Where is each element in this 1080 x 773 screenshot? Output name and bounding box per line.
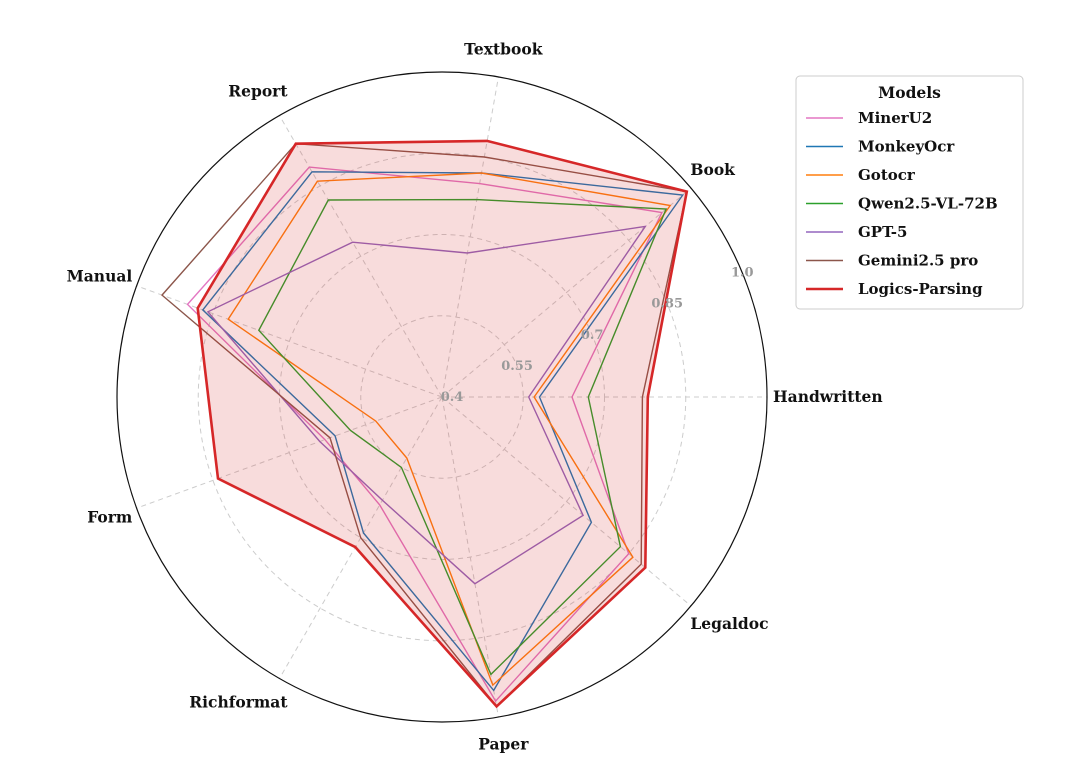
- legend-label-logics-parsing: Logics-Parsing: [858, 280, 983, 298]
- axis-label-richformat: Richformat: [189, 693, 288, 712]
- radar-series: [161, 139, 689, 709]
- radial-tick-label: 0.85: [651, 297, 683, 312]
- grid-circle: [279, 234, 605, 560]
- axis-label-paper: Paper: [478, 735, 529, 754]
- grid-circle: [197, 152, 687, 642]
- legend-label-gpt-5: GPT-5: [858, 223, 907, 241]
- axis-label-legaldoc: Legaldoc: [690, 614, 768, 633]
- axis-label-handwritten: Handwritten: [773, 387, 883, 406]
- spoke-book: [441, 187, 692, 398]
- series-qwen2-5-vl-72b: [257, 198, 668, 676]
- outer-circle: [116, 71, 768, 723]
- series-gpt-5: [206, 225, 647, 585]
- axis-label-textbook: Textbook: [464, 39, 543, 58]
- spoke-report: [279, 115, 443, 398]
- series-gemini2-5-pro: [161, 142, 688, 708]
- radar-grid: [116, 71, 768, 723]
- legend-label-monkeyocr: MonkeyOcr: [858, 138, 955, 156]
- axis-labels: 0.4 0.55 0.7 0.85 1.0 Handwritten Book Textbook…: [67, 39, 883, 753]
- radial-tick-label: 0.55: [501, 359, 533, 374]
- axis-label-report: Report: [228, 81, 288, 100]
- series-monkeyocr: [201, 171, 684, 692]
- legend-label-mineru2: MinerU2: [858, 109, 932, 127]
- axis-label-form: Form: [87, 508, 133, 527]
- radial-tick-label: 0.7: [581, 328, 604, 343]
- axis-label-manual: Manual: [67, 266, 133, 285]
- series-gotocr: [227, 172, 672, 687]
- legend-box: [795, 75, 1024, 310]
- legend: Models MinerU2 MonkeyOcr Gotocr Qwen2.5-VL-7…: [795, 75, 1024, 310]
- legend-label-gemini2-5-pro: Gemini2.5 pro: [858, 252, 978, 270]
- grid-circle: [360, 315, 524, 479]
- legend-label-qwen2-5-vl-72b: Qwen2.5-VL-72B: [858, 195, 998, 213]
- spoke-legaldoc: [441, 396, 692, 607]
- radial-tick-label: 1.0: [731, 266, 754, 281]
- series-logics-parsing: [196, 139, 689, 709]
- legend-label-gotocr: Gotocr: [858, 166, 916, 184]
- legend-title: Models: [878, 83, 941, 102]
- axis-label-book: Book: [690, 160, 735, 179]
- radial-tick-label: 0.4: [441, 390, 464, 405]
- series-mineru2: [186, 166, 663, 703]
